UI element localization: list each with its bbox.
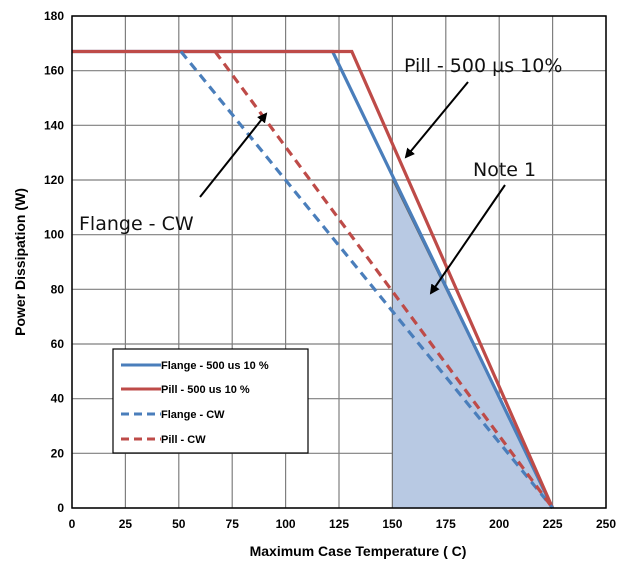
x-tick-label: 25 bbox=[119, 517, 133, 531]
annotation-pill-arrow bbox=[404, 81, 469, 159]
legend-label-pill-500us: Pill - 500 us 10 % bbox=[161, 384, 250, 396]
x-tick-label: 200 bbox=[489, 517, 509, 531]
annotation-note-1-label: Note 1 bbox=[473, 159, 536, 181]
x-tick-label: 100 bbox=[276, 517, 296, 531]
y-tick-label: 0 bbox=[57, 501, 64, 515]
plot-frame bbox=[71, 15, 607, 509]
x-tick-label: 250 bbox=[596, 517, 616, 531]
legend-label-flange-500us: Flange - 500 us 10 % bbox=[161, 360, 269, 372]
y-tick-label: 120 bbox=[44, 173, 64, 187]
series-layer bbox=[72, 49, 555, 510]
x-tick-label: 125 bbox=[329, 517, 349, 531]
tick-labels: 0 25 50 75 100 125 150 175 200 225 250 0 20 40 60 80 100… bbox=[44, 9, 616, 531]
x-tick-label: 175 bbox=[436, 517, 456, 531]
series-line-pill-500-us-10 bbox=[72, 49, 555, 509]
y-tick-label: 180 bbox=[44, 9, 64, 23]
annotation-flange-cw-label: Flange - CW bbox=[79, 213, 194, 235]
series-line-pill-cw bbox=[213, 50, 554, 509]
annotation-flange-cw-arrow bbox=[199, 112, 268, 198]
annotation-note-1-arrow bbox=[429, 184, 506, 295]
y-tick-label: 80 bbox=[51, 282, 65, 296]
y-tick-label: 140 bbox=[44, 118, 64, 132]
annotations: Pill - 500 µs 10% Note 1 Flange - CW bbox=[79, 55, 562, 295]
x-axis-title: Maximum Case Temperature ( C) bbox=[250, 543, 467, 559]
series-line-flange-cw bbox=[179, 50, 554, 510]
x-tick-label: 150 bbox=[382, 517, 402, 531]
y-tick-label: 20 bbox=[51, 446, 65, 460]
legend: Flange - 500 us 10 % Pill - 500 us 10 % … bbox=[112, 348, 309, 454]
y-tick-label: 40 bbox=[51, 392, 65, 406]
y-tick-label: 100 bbox=[44, 228, 64, 242]
y-axis-title: Power Dissipation (W) bbox=[12, 188, 28, 336]
annotation-pill-label: Pill - 500 µs 10% bbox=[404, 55, 562, 77]
x-tick-label: 0 bbox=[69, 517, 76, 531]
x-tick-label: 225 bbox=[543, 517, 563, 531]
legend-label-flange-cw: Flange - CW bbox=[161, 409, 225, 421]
y-tick-label: 160 bbox=[44, 64, 64, 78]
x-tick-label: 50 bbox=[172, 517, 186, 531]
x-tick-label: 75 bbox=[226, 517, 240, 531]
y-tick-label: 60 bbox=[51, 337, 65, 351]
legend-label-pill-cw: Pill - CW bbox=[161, 434, 206, 446]
